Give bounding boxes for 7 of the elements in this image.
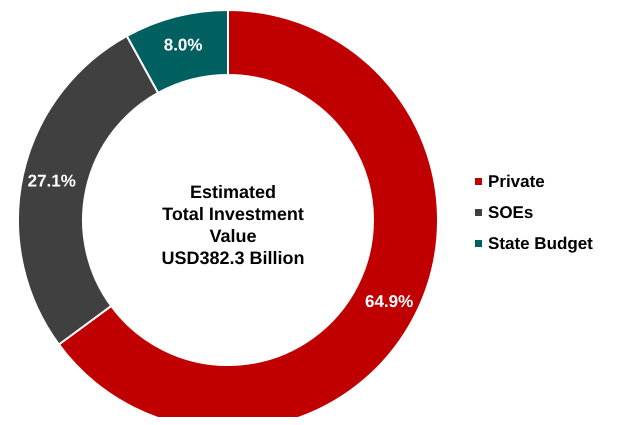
text: Estimated Total Investment Value USD382.3 Billion [161, 182, 305, 268]
legend-label: Private [488, 172, 545, 191]
legend-label: SOEs [488, 203, 534, 222]
legend-label: State Budget [488, 234, 594, 253]
data-label: 8.0% [164, 36, 202, 55]
data-label: 27.1% [28, 172, 76, 191]
data-label: 64.9% [364, 292, 414, 311]
